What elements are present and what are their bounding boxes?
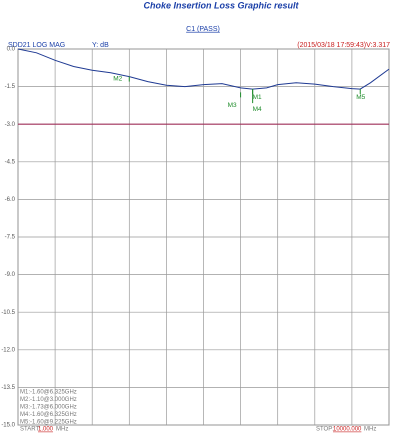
- y-axis-label: Y: dB: [92, 42, 109, 49]
- y-tick-label: -10.5: [1, 310, 15, 316]
- marker-label: M1: [253, 94, 262, 101]
- chart-title: Choke Insertion Loss Graphic result: [143, 0, 299, 10]
- y-tick-label: -3.0: [5, 122, 16, 128]
- marker-readout: M2:-1.10@3.000GHz: [20, 397, 77, 403]
- stop-unit: MHz: [364, 427, 376, 433]
- start-prefix: START:: [20, 427, 40, 433]
- y-tick-label: 0.0: [7, 47, 16, 53]
- start-unit: MHz: [56, 427, 68, 433]
- y-tick-label: -1.5: [5, 84, 16, 90]
- marker-readout: M3:-1.73@6.000GHz: [20, 405, 77, 411]
- trace-line: [17, 48, 390, 90]
- marker-label: M4: [253, 106, 262, 113]
- marker-label: M5: [356, 94, 365, 101]
- marker-readout: M1:-1.60@6.325GHz: [20, 390, 77, 396]
- marker-label: M3: [228, 102, 237, 109]
- y-tick-label: -12.0: [1, 347, 15, 353]
- y-tick-label: -6.0: [5, 197, 16, 203]
- stop-prefix: STOP:: [316, 427, 334, 433]
- y-tick-label: -15.0: [1, 423, 15, 429]
- subtitle: C1 (PASS): [186, 26, 220, 33]
- stop-value: 10000.000: [333, 427, 362, 433]
- y-tick-label: -13.5: [1, 385, 15, 391]
- y-tick-label: -4.5: [5, 159, 16, 165]
- timestamp: (2015/03/18 17:59:43)V:3.317: [297, 42, 390, 49]
- start-value: 1.000: [38, 427, 54, 433]
- marker-readout: M5:-1.60@9.225GHz: [20, 420, 77, 426]
- trace-label: SDD21 LOG MAG: [8, 42, 65, 49]
- y-tick-label: -9.0: [5, 272, 16, 278]
- marker-label: M2: [113, 75, 122, 82]
- marker-readout: M4:-1.60@6.325GHz: [20, 412, 77, 418]
- y-tick-label: -7.5: [5, 235, 16, 241]
